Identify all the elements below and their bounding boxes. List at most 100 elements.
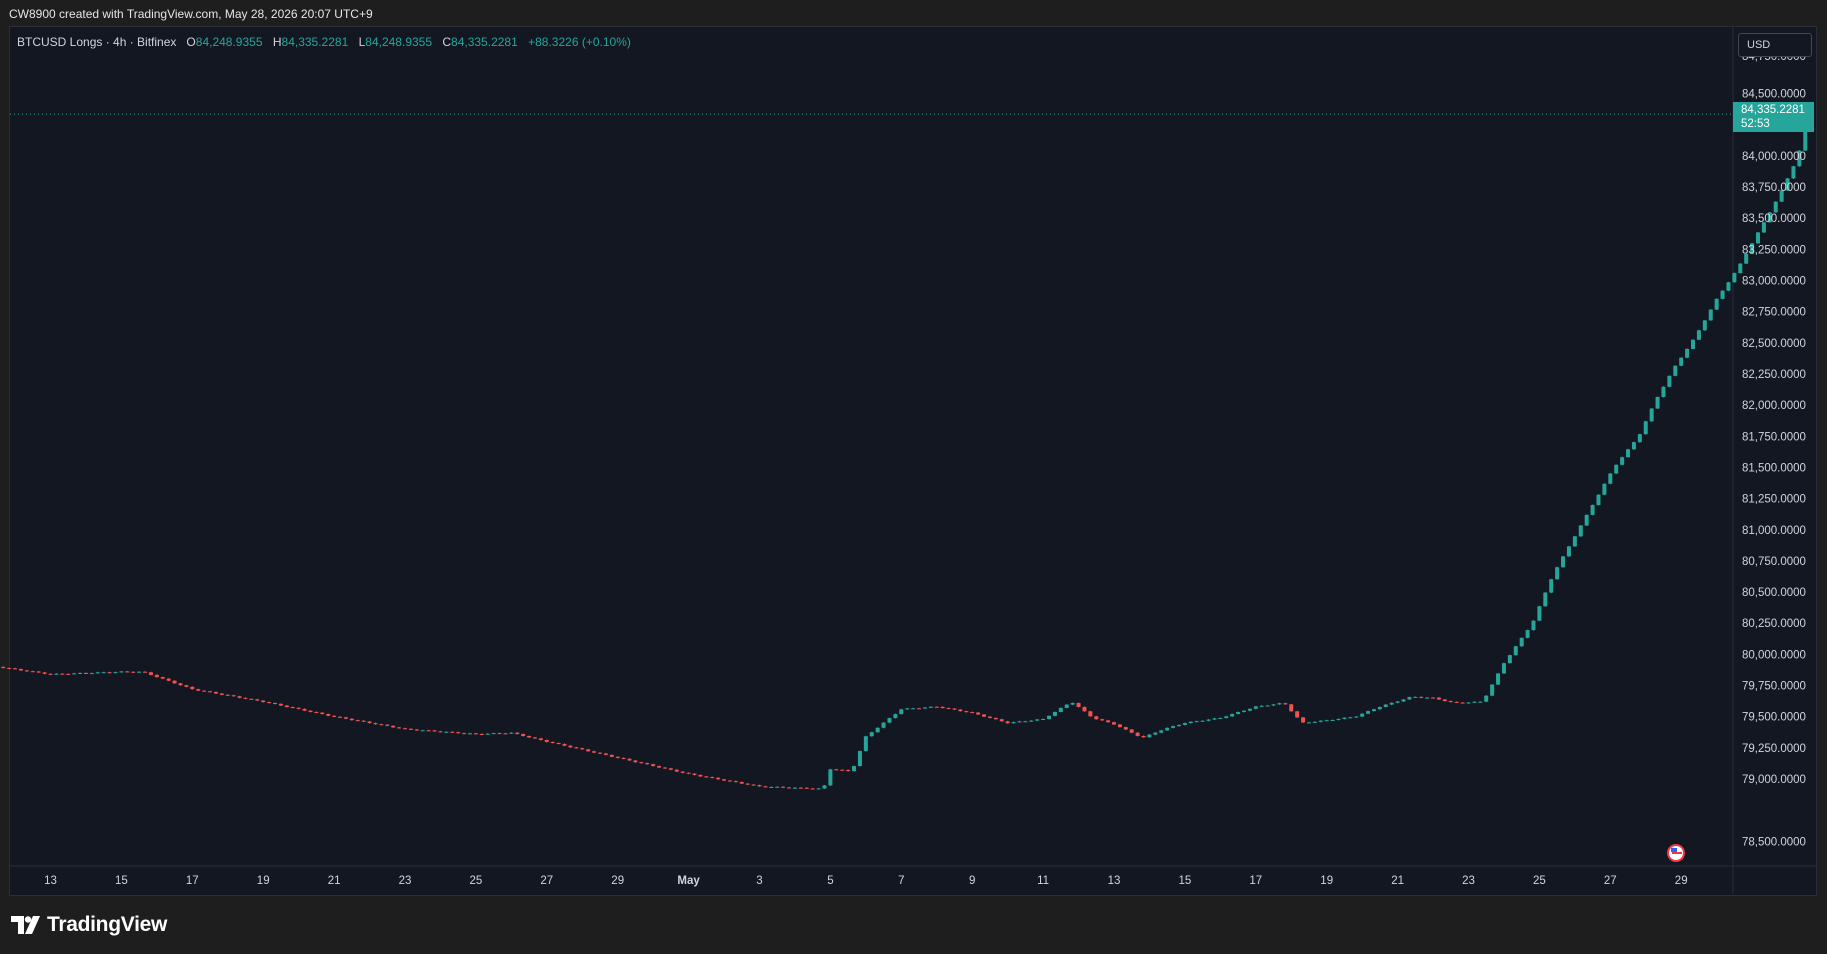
candle-down: [592, 751, 597, 753]
candle-up: [1667, 375, 1672, 387]
candle-down: [479, 734, 484, 736]
candle-down: [615, 756, 620, 758]
price-chart[interactable]: 84,500.0000 84,000.0000 83,750.0000 83,500.…: [0, 0, 1827, 896]
chart-pane[interactable]: [9, 26, 1817, 896]
candle-down: [213, 692, 218, 694]
time-axis[interactable]: 13 15 17 19 21 23 25 27 29 May 3 5 7 9 11 13 15 17 19 21 23 2…: [44, 875, 1687, 887]
candle-up: [1354, 716, 1359, 718]
candle-down: [716, 777, 721, 780]
candle-up: [852, 766, 857, 772]
candle-down: [1117, 724, 1122, 728]
candle-down: [349, 718, 354, 721]
candle-down: [532, 737, 537, 739]
candle-down: [148, 672, 153, 675]
candle-up: [1525, 630, 1530, 638]
candle-up: [1661, 386, 1666, 397]
tradingview-wordmark: TradingView: [47, 913, 168, 936]
candle-down: [231, 695, 236, 697]
candle-down: [379, 724, 384, 726]
candle-up: [1501, 663, 1506, 674]
candle-up: [1029, 720, 1034, 722]
candle-up: [1791, 166, 1796, 179]
candle-down: [970, 712, 975, 714]
candle-up: [1785, 178, 1790, 191]
candle-up: [1496, 673, 1501, 685]
candle-up: [1330, 719, 1335, 721]
symbol-legend: BTCUSD Longs · 4h · Bitfinex O84,248.935…: [17, 35, 631, 49]
candle-up: [1513, 646, 1518, 656]
candle-down: [36, 671, 41, 673]
candle-up: [1218, 718, 1223, 720]
candle-down: [999, 719, 1004, 722]
candle-up: [1537, 606, 1542, 621]
candle-up: [1035, 719, 1040, 721]
time-tick-label: 11: [1037, 875, 1049, 887]
time-tick-label: 23: [399, 875, 412, 887]
bar-countdown: 52:53: [1741, 118, 1770, 130]
candle-up: [1702, 320, 1707, 331]
close-value: 84,335.2281: [451, 35, 518, 49]
candle-up: [881, 722, 886, 728]
candle-down: [456, 732, 461, 734]
time-tick-label: 27: [1604, 875, 1617, 887]
candle-up: [1011, 722, 1016, 724]
candle-up: [1383, 704, 1388, 707]
candle-down: [202, 690, 207, 692]
candle-up: [1171, 726, 1176, 728]
time-tick-label: 29: [611, 875, 624, 887]
candle-down: [940, 706, 945, 709]
time-tick-label: 29: [1675, 875, 1688, 887]
candle-up: [1797, 150, 1802, 167]
price-tick-label: 82,750.0000: [1742, 307, 1806, 319]
candle-down: [917, 708, 922, 710]
candle-up: [1176, 724, 1181, 727]
candle-down: [1005, 721, 1010, 724]
candle-down: [7, 668, 12, 670]
candle-down: [343, 717, 348, 719]
candle-up: [1348, 717, 1353, 719]
currency-selector[interactable]: USD: [1738, 33, 1812, 57]
candle-up: [1241, 710, 1246, 713]
candle-down: [751, 784, 756, 786]
candle-down: [219, 693, 224, 695]
low-value: 84,248.9355: [365, 35, 433, 49]
candle-up: [101, 672, 106, 674]
candle-down: [160, 677, 165, 679]
candle-down: [314, 711, 319, 713]
time-tick-label: 21: [328, 875, 341, 887]
candle-up: [1318, 720, 1323, 722]
candle-down: [24, 670, 29, 672]
candle-down: [255, 699, 260, 701]
candle-up: [1631, 442, 1636, 450]
candle-up: [1377, 706, 1382, 710]
candle-up: [1182, 723, 1187, 725]
price-tick-label: 84,000.0000: [1742, 151, 1806, 163]
candle-down: [781, 786, 786, 788]
price-tick-label: 81,750.0000: [1742, 431, 1806, 443]
candle-up: [1017, 721, 1022, 723]
candle-up: [1679, 357, 1684, 366]
price-tick-label: 82,000.0000: [1742, 400, 1806, 412]
candle-down: [550, 741, 555, 744]
tradingview-logo[interactable]: TradingView: [11, 913, 167, 937]
attribution-bar: CW8900 created with TradingView.com, May…: [0, 0, 1827, 26]
candle-up: [1726, 282, 1731, 291]
candle-down: [83, 672, 88, 674]
candle-up: [1366, 711, 1371, 714]
symbol-title[interactable]: BTCUSD Longs · 4h · Bitfinex: [17, 35, 177, 49]
time-tick-label: 15: [115, 875, 128, 887]
candle-down: [662, 767, 667, 769]
time-tick-label: 5: [827, 875, 833, 887]
time-tick-label: 9: [969, 875, 975, 887]
candle-down: [976, 712, 981, 715]
price-axis[interactable]: 84,500.0000 84,000.0000 83,750.0000 83,500.…: [1742, 51, 1806, 848]
candle-down: [1454, 701, 1459, 703]
candle-up: [1389, 702, 1394, 705]
candle-down: [538, 738, 543, 740]
candle-down: [574, 747, 579, 749]
us-flag-icon[interactable]: [1667, 844, 1685, 862]
candle-down: [1460, 702, 1465, 704]
candle-down: [107, 672, 112, 674]
candle-down: [840, 769, 845, 771]
last-price-label: 84,335.2281 52:53: [1733, 102, 1814, 132]
